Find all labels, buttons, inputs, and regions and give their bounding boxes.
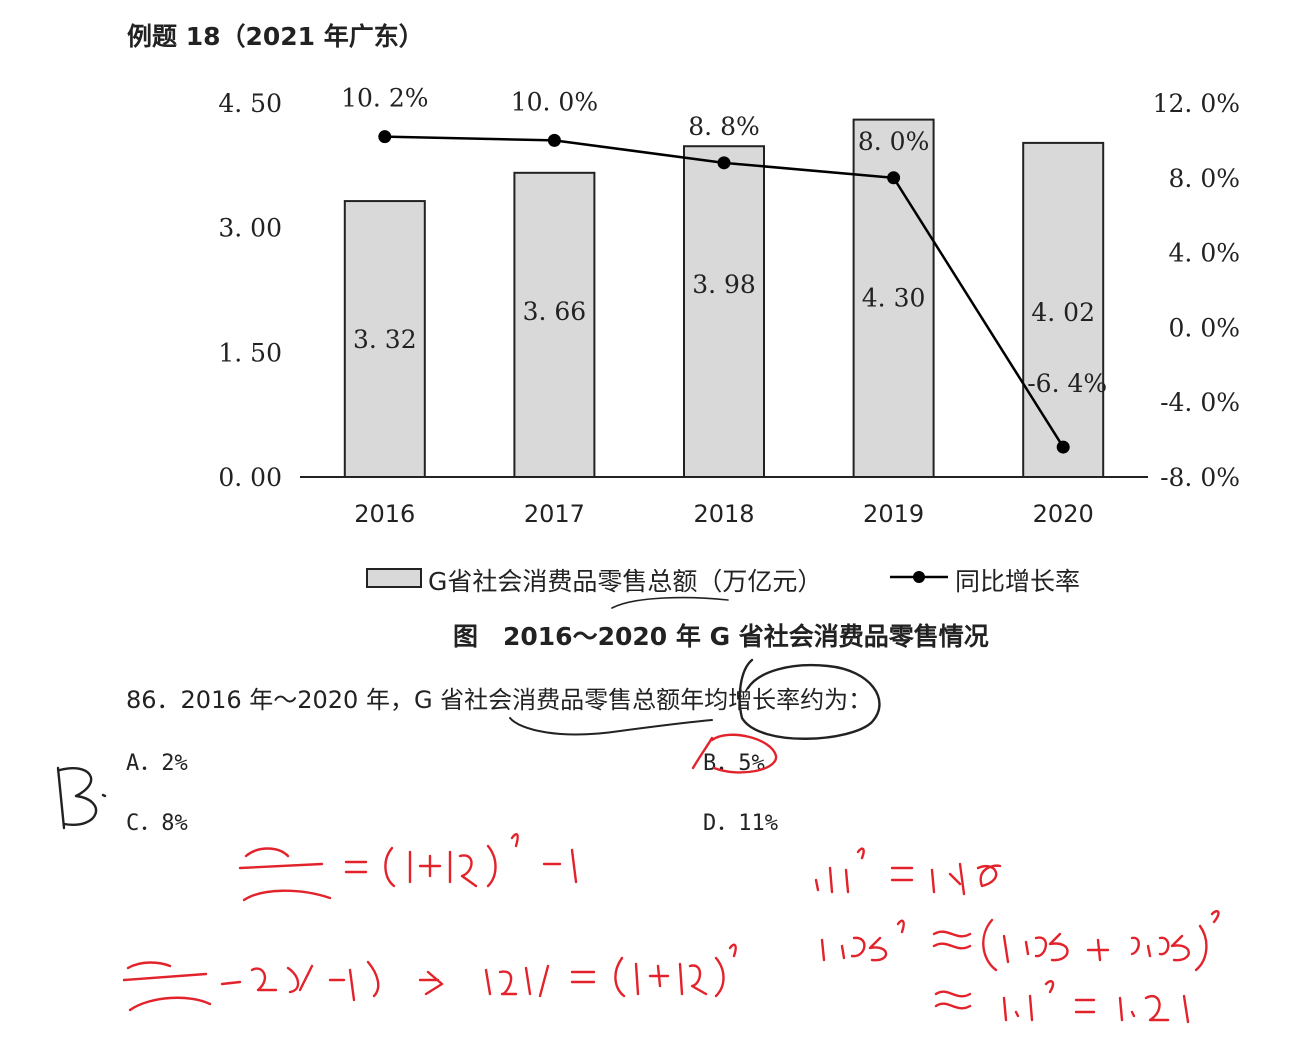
option-b[interactable]: B．5% xyxy=(703,751,765,776)
legend-line-swatch xyxy=(890,571,948,583)
calc-line-3 xyxy=(814,847,1002,896)
calc-line-4 xyxy=(820,910,1220,972)
bar-value-label: 4. 30 xyxy=(862,284,926,313)
bar xyxy=(343,200,426,478)
y-right-tick-label: 0. 0% xyxy=(1169,313,1240,342)
growth-rate-label: 8. 0% xyxy=(858,127,929,156)
growth-rate-label: 10. 0% xyxy=(511,87,598,116)
handwritten-answer-b xyxy=(56,766,107,830)
y-right-tick-label: -4. 0% xyxy=(1160,388,1240,417)
legend-line-label: 同比增长率 xyxy=(955,567,1081,596)
bar-value-label: 3. 32 xyxy=(353,325,417,354)
growth-rate-label: 8. 8% xyxy=(688,112,759,141)
y-right-tick-label: 8. 0% xyxy=(1169,164,1240,193)
growth-rate-point xyxy=(1056,440,1070,454)
calc-line-5 xyxy=(934,980,1190,1024)
x-tick-label: 2018 xyxy=(693,500,754,528)
legend-bar-label: G省社会消费品零售总额（万亿元） xyxy=(428,567,823,596)
legend-bar-swatch xyxy=(366,568,422,588)
growth-rate-point xyxy=(887,171,901,185)
y-right-tick-label: 12. 0% xyxy=(1153,89,1240,118)
figure-caption: 图 2016～2020 年 G 省社会消费品零售情况 xyxy=(453,622,989,651)
underline-stem xyxy=(509,717,713,736)
option-c[interactable]: C．8% xyxy=(126,811,188,836)
bar-value-label: 3. 66 xyxy=(523,297,587,326)
y-left-tick-label: 1. 50 xyxy=(218,338,282,367)
bar-value-label: 3. 98 xyxy=(692,270,756,299)
x-tick-label: 2016 xyxy=(354,500,415,528)
growth-rate-point xyxy=(547,133,561,147)
x-tick-label: 2020 xyxy=(1033,500,1094,528)
y-left-tick-label: 0. 00 xyxy=(218,463,282,492)
bar-value-label: 4. 02 xyxy=(1031,298,1095,327)
bar xyxy=(513,171,596,479)
problem-title: 例题 18（2021 年广东） xyxy=(127,22,424,51)
y-right-tick-label: 4. 0% xyxy=(1169,239,1240,268)
y-left-tick-label: 3. 00 xyxy=(218,214,282,243)
growth-rate-label: 10. 2% xyxy=(341,84,428,113)
calc-line-1 xyxy=(238,833,578,902)
bar xyxy=(683,145,765,478)
calc-line-2 xyxy=(122,943,737,1012)
underline-total xyxy=(611,596,729,609)
y-right-tick-label: -8. 0% xyxy=(1160,463,1240,492)
y-left-tick-label: 4. 50 xyxy=(218,89,282,118)
growth-rate-point xyxy=(378,130,392,144)
option-a[interactable]: A．2% xyxy=(126,751,188,776)
option-d[interactable]: D．11% xyxy=(703,811,778,836)
x-tick-label: 2019 xyxy=(863,500,924,528)
x-tick-label: 2017 xyxy=(524,500,585,528)
combo-chart: 0. 00 1. 50 3. 00 4. 50 -8. 0% -4. 0% 0. 0% 4. … xyxy=(218,84,1240,528)
growth-rate-point xyxy=(717,156,731,170)
growth-rate-label: -6. 4% xyxy=(1027,369,1107,398)
question-stem: 86．2016 年～2020 年，G 省社会消费品零售总额年均增长率约为： xyxy=(126,686,873,714)
